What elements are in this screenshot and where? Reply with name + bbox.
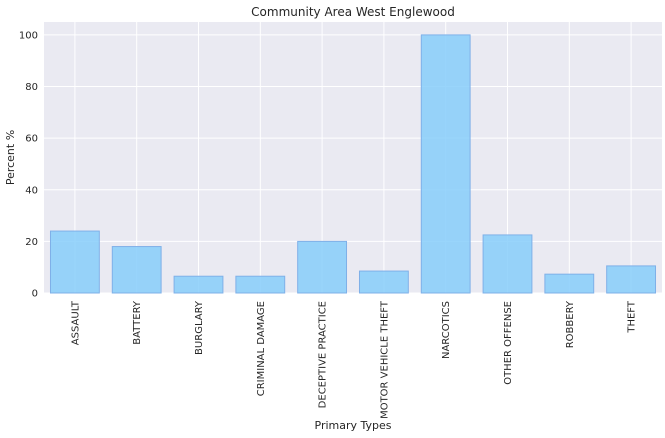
x-tick-label: DECEPTIVE PRACTICE xyxy=(318,301,329,408)
bar-motor-vehicle-theft xyxy=(358,270,409,294)
bar-burglary xyxy=(173,275,224,294)
y-tick-label: 80 xyxy=(25,82,38,93)
y-axis-label: Percent % xyxy=(4,130,17,185)
y-tick-label: 60 xyxy=(25,134,38,145)
x-tick-label: ROBBERY xyxy=(565,300,576,348)
x-tick-label: OTHER OFFENSE xyxy=(503,301,514,385)
bar-criminal-damage xyxy=(235,275,286,294)
y-tick-label: 100 xyxy=(19,30,38,41)
bars xyxy=(49,34,657,294)
y-tick-label: 0 xyxy=(32,289,38,300)
x-tick-label: THEFT xyxy=(627,300,638,334)
x-tick-label: ASSAULT xyxy=(70,300,81,345)
bar-robbery xyxy=(544,273,595,294)
x-tick-label: BATTERY xyxy=(132,300,143,345)
bar-deceptive-practice xyxy=(297,240,348,294)
chart-title: Community Area West Englewood xyxy=(251,5,455,19)
y-axis-ticks: 0 20 40 60 80 100 xyxy=(19,30,38,299)
x-axis-ticks: ASSAULT BATTERY BURGLARY CRIMINAL DAMAGE DEC… xyxy=(70,300,637,419)
x-tick-label: BURGLARY xyxy=(194,300,205,355)
x-tick-label: MOTOR VEHICLE THEFT xyxy=(379,300,390,419)
x-axis-label: Primary Types xyxy=(315,419,392,432)
bar-assault xyxy=(49,230,100,294)
bar-battery xyxy=(111,246,162,294)
y-tick-label: 40 xyxy=(25,185,38,196)
x-tick-label: NARCOTICS xyxy=(441,301,452,359)
bar-theft xyxy=(606,265,657,294)
bar-narcotics xyxy=(420,34,471,294)
bar-other-offense xyxy=(482,234,533,294)
y-tick-label: 20 xyxy=(25,237,38,248)
x-tick-label: CRIMINAL DAMAGE xyxy=(256,301,267,396)
